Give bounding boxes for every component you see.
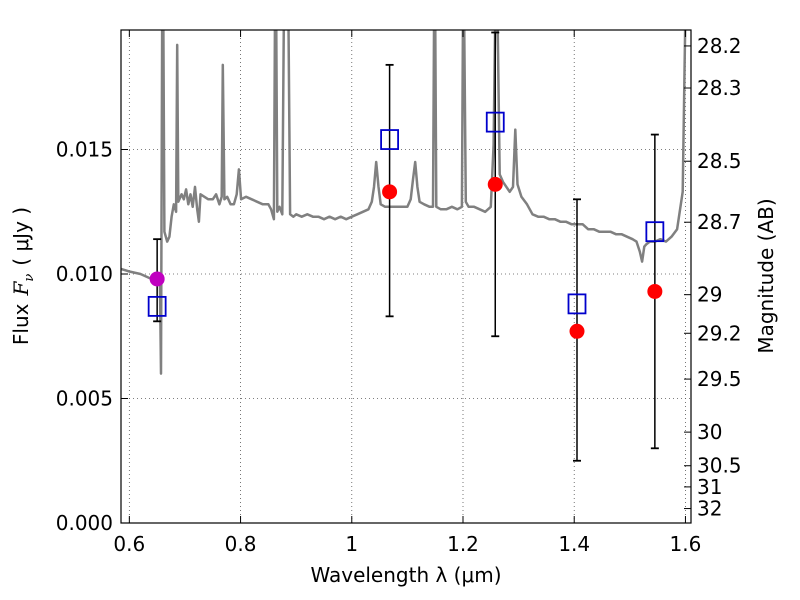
x-tick-label: 1.4 — [558, 532, 590, 556]
y-axis-label-units: ( μJy ) — [9, 207, 33, 266]
model-points — [147, 111, 665, 317]
y2-tick-label: 29 — [697, 283, 722, 307]
observed-points — [149, 176, 663, 339]
observed-point — [569, 323, 585, 339]
y2-tick-label: 30 — [697, 420, 722, 444]
observed-point — [149, 271, 165, 287]
x-tick-label: 0.8 — [225, 532, 257, 556]
grid — [121, 30, 691, 524]
x-tick-label: 1 — [345, 532, 358, 556]
y-axis-label-text: Flux — [9, 303, 33, 345]
x-tick-label: 0.6 — [113, 532, 145, 556]
y2-tick-label: 29.5 — [697, 367, 742, 391]
observed-point — [487, 176, 503, 192]
y2-tick-label: 32 — [697, 497, 722, 521]
observed-point — [647, 283, 663, 299]
model-point — [567, 293, 587, 315]
model-point — [485, 111, 505, 133]
y-axis-label: Flux Fν ( μJy ) — [9, 207, 37, 345]
y2-tick-label: 31 — [697, 475, 722, 499]
x-tick-label: 1.6 — [670, 532, 702, 556]
model-point — [645, 221, 665, 243]
y2-tick-label: 28.7 — [697, 210, 742, 234]
y2-tick-label: 29.2 — [697, 321, 742, 345]
y-tick-label: 0.000 — [56, 511, 113, 535]
y-axis-label-symbol: F — [9, 281, 33, 297]
axis-ticks: 0.6 0.8 1 1.2 1.4 1.6 0.000 0.005 0.010 0.015 28.2… — [56, 30, 742, 556]
y2-tick-label: 28.2 — [697, 34, 742, 58]
y-axis-label-subscript: ν — [22, 274, 37, 282]
plot-frame — [120, 29, 692, 524]
y2-axis-label: Magnitude (AB) — [754, 198, 778, 353]
y-tick-label: 0.010 — [56, 262, 113, 286]
error-bars — [153, 31, 659, 462]
spectrum — [121, 30, 687, 375]
spectrum-line — [121, 30, 687, 375]
y2-tick-label: 28.5 — [697, 149, 742, 173]
observed-point — [382, 184, 398, 200]
x-tick-label: 1.2 — [447, 532, 479, 556]
x-axis-label: Wavelength λ (μm) — [310, 563, 501, 587]
model-point — [147, 295, 167, 317]
y-tick-label: 0.015 — [56, 138, 113, 162]
y2-tick-label: 28.3 — [697, 76, 742, 100]
y-tick-label: 0.005 — [56, 387, 113, 411]
model-point — [380, 129, 399, 150]
y2-tick-label: 30.5 — [697, 454, 742, 478]
